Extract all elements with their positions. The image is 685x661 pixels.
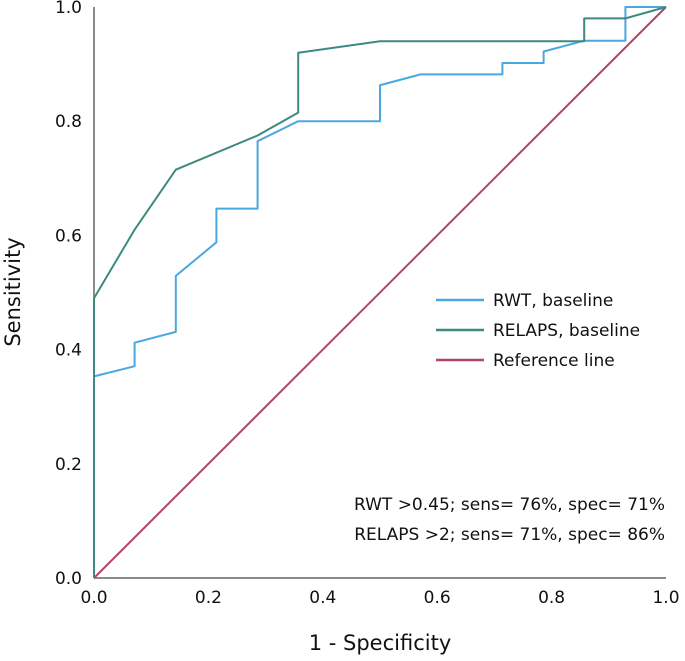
series-line-reference-line — [93, 6, 667, 579]
legend: RWT, baseline RELAPS, baseline Reference l… — [436, 291, 640, 371]
annotation-relaps: RELAPS >2; sens= 71%, spec= 86% — [354, 525, 665, 545]
x-ticks: 0.0 0.2 0.4 0.6 0.8 1.0 — [80, 588, 679, 608]
y-tick-label: 0.6 — [55, 226, 82, 246]
series-line-rwt-baseline — [93, 6, 666, 578]
x-tick-label: 0.4 — [309, 588, 336, 608]
legend-label: Reference line — [493, 351, 615, 371]
x-tick-label: 0.6 — [424, 588, 451, 608]
y-tick-label: 0.4 — [55, 341, 82, 361]
y-tick-label: 0.8 — [55, 112, 82, 132]
x-axis-label: 1 - Specificity — [309, 631, 452, 655]
series-line-relaps-baseline — [93, 6, 667, 578]
x-tick-label: 0.2 — [195, 588, 222, 608]
legend-label: RELAPS, baseline — [493, 321, 640, 341]
y-tick-label: 0.2 — [55, 455, 82, 475]
y-ticks: 0.0 0.2 0.4 0.6 0.8 1.0 — [55, 0, 82, 589]
annotation-rwt: RWT >0.45; sens= 76%, spec= 71% — [354, 495, 665, 515]
x-tick-label: 0.8 — [538, 588, 565, 608]
legend-label: RWT, baseline — [493, 291, 613, 311]
y-tick-label: 0.0 — [55, 569, 82, 589]
x-tick-label: 1.0 — [652, 588, 679, 608]
y-tick-label: 1.0 — [55, 0, 82, 18]
y-axis-label: Sensitivity — [1, 237, 25, 346]
series-layer — [93, 6, 667, 579]
x-tick-label: 0.0 — [80, 588, 107, 608]
